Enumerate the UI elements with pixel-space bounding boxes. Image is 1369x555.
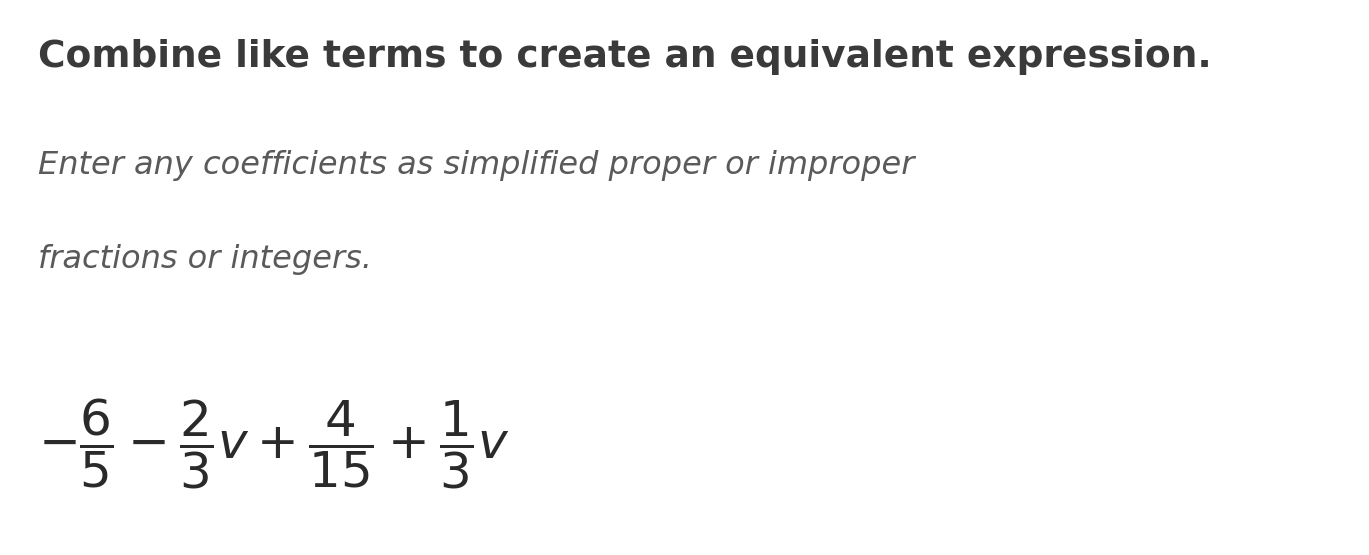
Text: fractions or integers.: fractions or integers. xyxy=(38,244,372,275)
Text: Enter any coefficients as simplified proper or improper: Enter any coefficients as simplified pro… xyxy=(38,150,914,181)
Text: Combine like terms to create an equivalent expression.: Combine like terms to create an equivale… xyxy=(38,39,1212,75)
Text: $-\dfrac{6}{5} - \dfrac{2}{3}v + \dfrac{4}{15} + \dfrac{1}{3}v$: $-\dfrac{6}{5} - \dfrac{2}{3}v + \dfrac{… xyxy=(38,397,511,491)
